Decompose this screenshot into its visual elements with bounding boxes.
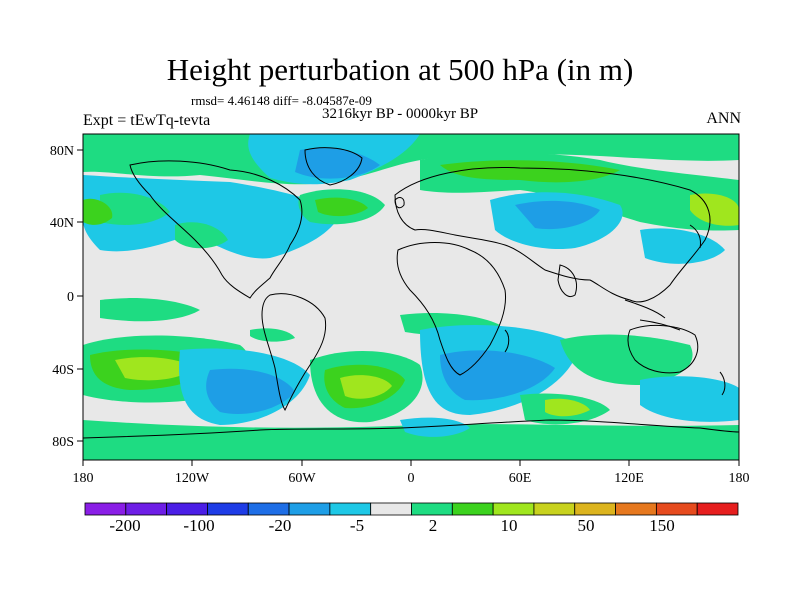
latitude-ticks — [77, 149, 83, 442]
colorbar-label-n100: -100 — [183, 516, 214, 535]
colorbar-label-2: 2 — [429, 516, 438, 535]
colorbar-swatch — [207, 502, 249, 516]
colorbar-swatch — [125, 502, 168, 516]
antarctic-band — [83, 420, 739, 460]
lon-label-60w: 60W — [288, 471, 316, 486]
lon-label-180w: 180 — [73, 471, 94, 486]
colorbar-label-n5: -5 — [350, 516, 364, 535]
lon-label-120e: 120E — [614, 471, 644, 486]
new-zealand-outline — [719, 371, 726, 396]
antarctic-low — [400, 417, 470, 437]
greenland-outline — [304, 147, 363, 186]
north-america-trough — [83, 175, 340, 259]
latitude-labels: 80N 40N 0 40S 80S — [50, 144, 74, 450]
japan-outline — [689, 224, 701, 249]
south-atlantic-ridge-peak — [340, 375, 392, 399]
lat-label-40n: 40N — [50, 216, 74, 231]
south-america-outline — [261, 293, 327, 412]
south-pacific-trough-core — [206, 368, 295, 414]
stats-line: rmsd= 4.46148 diff= -8.04587e-09 — [191, 93, 372, 108]
eurasia-outline — [394, 167, 711, 303]
colorbar-swatch — [696, 502, 739, 516]
colorbar-swatch — [84, 502, 127, 516]
lon-label-0: 0 — [408, 471, 415, 486]
experiment-label: Expt = tEwTq-tevta — [83, 112, 211, 129]
north-america-outline — [129, 160, 303, 299]
south-indian-trough-core — [440, 350, 555, 401]
plot-title: Height perturbation at 500 hPa (in m) — [166, 52, 634, 87]
colorbar-label-10: 10 — [501, 516, 518, 535]
colorbar-swatch — [655, 502, 698, 516]
colorbar-swatch — [533, 502, 576, 516]
arctic-band — [83, 134, 739, 185]
siberia-ridge-core — [440, 160, 620, 183]
dateline-high — [83, 198, 113, 225]
longitude-labels: 180 120W 60W 0 60E 120E 180 — [73, 471, 750, 486]
season-label: ANN — [706, 110, 741, 127]
colorbar-label-n200: -200 — [109, 516, 140, 535]
lat-label-80s: 80S — [52, 435, 74, 450]
colorbar-swatch — [451, 502, 494, 516]
colorbar-swatch — [492, 502, 535, 516]
colorbar-swatch — [574, 502, 616, 516]
colorbar-label-150: 150 — [649, 516, 675, 535]
lat-label-40s: 40S — [52, 363, 74, 378]
north-pacific-trough — [640, 228, 725, 264]
colorbar-swatch — [411, 502, 453, 516]
south-pacific-ridge-peak — [115, 357, 195, 381]
colorbar — [84, 502, 739, 516]
antarctica-outline — [83, 419, 739, 439]
colorbar-swatch — [370, 502, 412, 516]
perturbation-field — [83, 134, 739, 460]
coastlines — [83, 147, 739, 439]
tropical-high — [100, 298, 200, 322]
colorbar-swatch — [329, 502, 372, 516]
central-asia-trough-core — [515, 200, 600, 230]
colorbar-label-50: 50 — [578, 516, 595, 535]
colorbar-labels: -200 -100 -20 -5 2 10 50 150 — [109, 516, 674, 535]
atlantic-ridge-core — [315, 197, 368, 217]
colorbar-swatch — [247, 502, 290, 516]
india-outline — [557, 264, 577, 297]
lon-label-60e: 60E — [509, 471, 532, 486]
longitude-ticks — [82, 460, 740, 466]
madagascar-outline — [504, 329, 510, 353]
pacific-high-small — [175, 222, 228, 249]
colorbar-label-n20: -20 — [269, 516, 292, 535]
colorbar-swatch — [166, 502, 208, 516]
colorbar-swatch — [615, 502, 657, 516]
colorbar-swatch — [288, 502, 331, 516]
period-label: 3216kyr BP - 0000kyr BP — [322, 106, 479, 122]
uk-outline — [394, 197, 405, 209]
southwest-pacific-trough — [640, 376, 739, 422]
indonesia-outline — [624, 299, 681, 331]
indian-southern-high-core — [545, 398, 590, 417]
lon-label-180e: 180 — [729, 471, 750, 486]
lat-label-80n: 80N — [50, 144, 74, 159]
pacific-nw-high — [690, 193, 739, 226]
lat-label-0: 0 — [67, 290, 74, 305]
lon-label-120w: 120W — [175, 471, 210, 486]
australia-outline — [627, 325, 699, 374]
north-pacific-high — [100, 192, 170, 225]
south-america-high — [250, 328, 295, 342]
africa-outline — [396, 242, 507, 376]
